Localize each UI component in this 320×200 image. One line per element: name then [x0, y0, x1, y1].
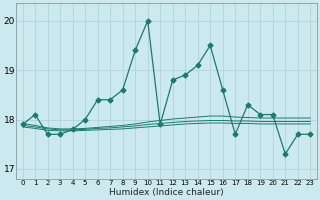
- X-axis label: Humidex (Indice chaleur): Humidex (Indice chaleur): [109, 188, 224, 197]
